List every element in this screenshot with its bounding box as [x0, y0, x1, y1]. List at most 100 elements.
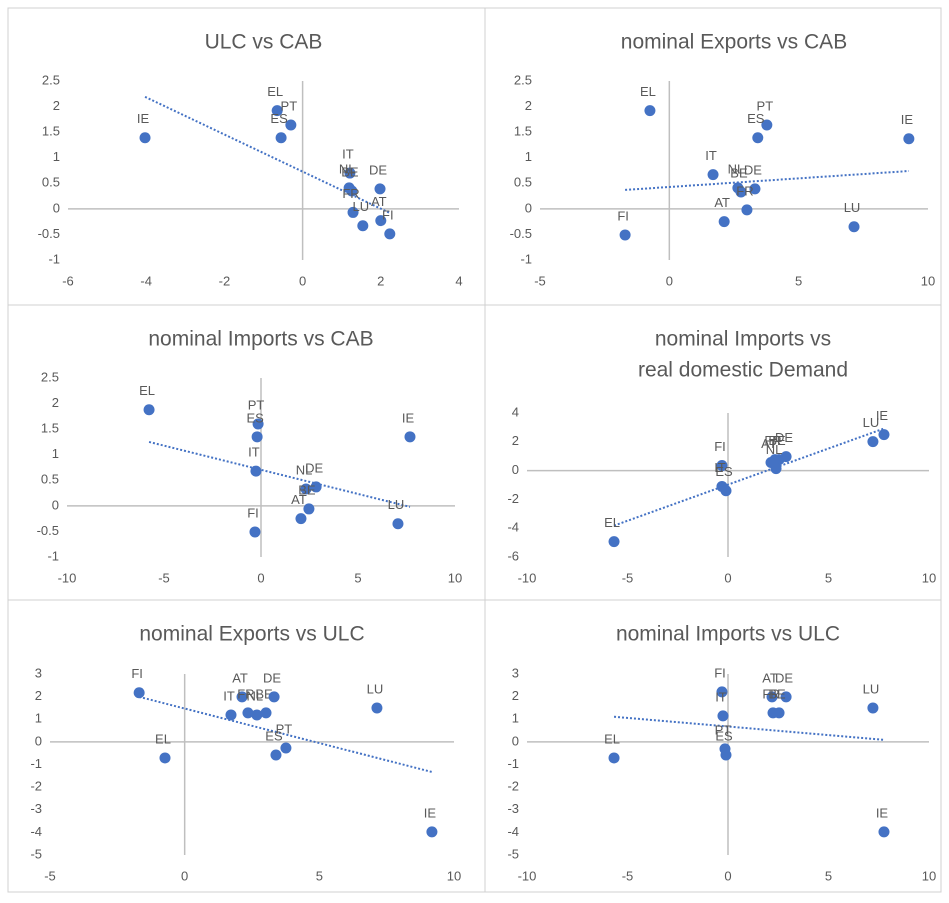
data-point: [903, 133, 915, 145]
data-point: [275, 132, 287, 144]
x-tick-label: -5: [44, 868, 56, 883]
data-point: [295, 513, 307, 525]
data-point: [303, 503, 315, 515]
point-label: BE: [298, 482, 316, 497]
data-point: [752, 132, 764, 144]
y-tick-label: -3: [30, 801, 42, 816]
chart: nominal Exports vs ULC -5 -4 -3 -2 -1 0 1 2 3 -5 0 5…: [30, 623, 461, 884]
y-tick-label: 2: [52, 395, 59, 410]
y-tick-label: 2: [35, 688, 42, 703]
point-label: DE: [775, 670, 793, 685]
point-label: ES: [747, 111, 765, 126]
data-point: [404, 431, 416, 443]
data-point: [280, 742, 292, 754]
chart: nominal Imports vs ULC-5-4-3-2-10123-10-…: [507, 623, 936, 884]
point-label: BE: [341, 164, 359, 179]
point-label: IT: [248, 445, 260, 460]
y-tick-label: 1.5: [514, 124, 532, 139]
point-label: ES: [246, 410, 264, 425]
data-point: [716, 460, 728, 472]
data-point: [252, 418, 264, 430]
x-tick-label: 5: [316, 868, 323, 883]
x-tick-label: 10: [448, 570, 462, 585]
point-label: PT: [276, 721, 293, 736]
y-tick-label: -1: [507, 756, 519, 771]
data-point: [250, 465, 262, 477]
point-label: IT: [342, 146, 354, 161]
x-tick-label: -10: [518, 868, 537, 883]
point-label: DE: [263, 670, 281, 685]
data-point: [644, 105, 656, 117]
data-point: [716, 686, 728, 698]
point-label: BE: [255, 686, 273, 701]
y-tick-label: 0: [52, 497, 59, 512]
y-tick-label: -5: [30, 846, 42, 861]
data-point: [608, 752, 620, 764]
data-point: [720, 485, 732, 497]
x-tick-label: 5: [825, 570, 832, 585]
data-point: [143, 404, 155, 416]
data-point: [718, 216, 730, 228]
data-point: [717, 710, 729, 722]
x-tick-label: 5: [795, 273, 802, 288]
data-point: [371, 702, 383, 714]
data-point: [260, 707, 272, 719]
y-tick-label: 4: [512, 404, 519, 419]
y-tick-label: 0.5: [41, 472, 59, 487]
point-label: FR: [342, 186, 359, 201]
data-point: [242, 707, 254, 719]
data-point: [139, 132, 151, 144]
y-tick-label: 2: [512, 688, 519, 703]
chart-title: nominal Imports vs CAB: [148, 328, 373, 351]
point-label: PT: [281, 98, 298, 113]
y-tick-label: 1: [52, 446, 59, 461]
point-label: ES: [715, 728, 733, 743]
data-point: [392, 518, 404, 530]
y-tick-label: 1: [525, 149, 532, 164]
x-tick-label: 10: [922, 868, 936, 883]
point-label: PT: [248, 397, 265, 412]
data-point: [300, 483, 312, 495]
x-tick-label: -5: [158, 570, 170, 585]
point-label: NL: [728, 161, 745, 176]
x-tick-label: -5: [534, 273, 546, 288]
trend-line: [625, 170, 909, 191]
point-label: IE: [137, 111, 150, 126]
y-tick-label: -1: [520, 251, 532, 266]
x-tick-label: 0: [299, 273, 306, 288]
y-tick-label: 2: [512, 433, 519, 448]
point-label: EL: [640, 84, 656, 99]
chart-title: nominal Exports vs CAB: [621, 31, 847, 54]
data-point: [346, 185, 358, 197]
point-label: DE: [305, 460, 323, 475]
trend-line: [613, 715, 885, 741]
point-label: IT: [714, 460, 726, 475]
point-label: BE: [768, 686, 786, 701]
chart-title: real domestic Demand: [638, 359, 848, 382]
chart-title: nominal Exports vs ULC: [139, 623, 364, 646]
point-label: IE: [901, 112, 914, 127]
point-label: NL: [247, 688, 264, 703]
point-label: ES: [270, 111, 288, 126]
y-tick-label: 0: [512, 462, 519, 477]
point-label: NL: [339, 161, 356, 176]
x-tick-label: -4: [140, 273, 152, 288]
data-point: [375, 215, 387, 227]
data-point: [268, 691, 280, 703]
point-label: BE: [730, 165, 748, 180]
point-label: AT: [761, 436, 777, 451]
x-tick-label: 2: [377, 273, 384, 288]
y-tick-label: 1: [35, 711, 42, 726]
point-label: FI: [714, 439, 726, 454]
data-point: [878, 826, 890, 838]
x-tick-label: -2: [219, 273, 231, 288]
data-point: [749, 183, 761, 195]
chart-title: ULC vs CAB: [205, 31, 323, 54]
y-tick-label: -0.5: [510, 226, 532, 241]
point-label: FI: [382, 207, 394, 222]
chart: ULC vs CAB -1 -0.5 0 0.5 1 1.5 2 2.5 -6 -4 -2 0 2 4 IE E…: [38, 31, 463, 289]
data-point: [608, 536, 620, 548]
y-tick-label: -1: [47, 548, 59, 563]
y-tick-label: 2.5: [41, 369, 59, 384]
